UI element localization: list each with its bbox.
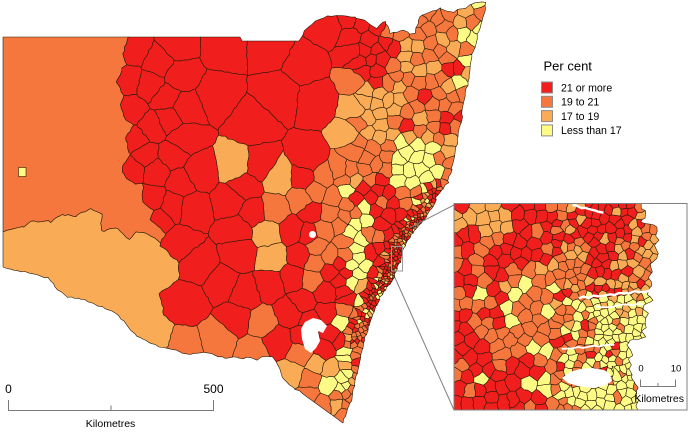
svg-text:21 or more: 21 or more <box>561 82 612 94</box>
svg-text:Kilometres: Kilometres <box>634 393 684 405</box>
svg-text:19 to 21: 19 to 21 <box>561 97 599 109</box>
svg-text:500: 500 <box>203 382 223 396</box>
svg-text:Less than 17: Less than 17 <box>561 125 622 137</box>
svg-text:Per cent: Per cent <box>544 59 593 74</box>
svg-text:Kilometres: Kilometres <box>86 418 136 429</box>
svg-text:0: 0 <box>5 382 12 396</box>
svg-text:0: 0 <box>638 364 643 375</box>
svg-text:10: 10 <box>671 364 682 375</box>
svg-text:17 to 19: 17 to 19 <box>561 111 599 123</box>
